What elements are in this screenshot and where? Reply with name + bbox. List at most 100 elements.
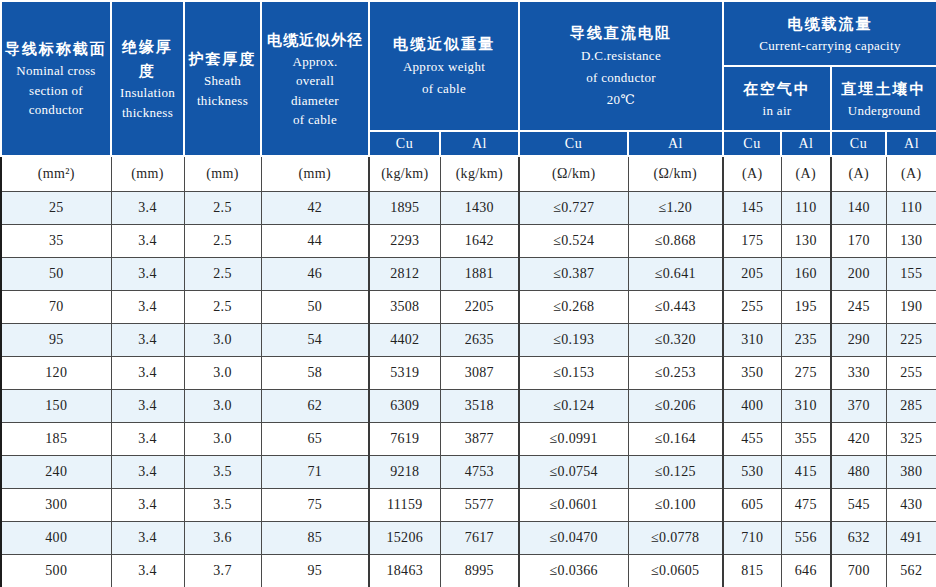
table-cell: 2293 (369, 225, 440, 258)
table-cell: ≤0.0778 (628, 522, 723, 555)
table-cell: 3.5 (184, 489, 261, 522)
table-cell: 3.6 (184, 522, 261, 555)
unit-cell: (kg/km) (369, 156, 440, 192)
table-header: 导线标称截面 Nominal cross section of conducto… (1, 1, 936, 156)
table-row: 253.42.54218951430≤0.727≤1.2014511014011… (1, 192, 936, 225)
unit-cell: (kg/km) (440, 156, 519, 192)
table-cell: 175 (723, 225, 781, 258)
table-cell: ≤0.100 (628, 489, 723, 522)
table-cell: 95 (1, 324, 111, 357)
unit-cell: (Ω/km) (628, 156, 723, 192)
unit-cell: (mm) (261, 156, 369, 192)
sheath-label-zh: 护套厚度 (187, 47, 258, 71)
table-cell: 480 (831, 456, 886, 489)
table-cell: 2812 (369, 258, 440, 291)
table-cell: 205 (723, 258, 781, 291)
table-cell: 3518 (440, 390, 519, 423)
table-cell: 50 (1, 258, 111, 291)
subgroup-header-underground: 直埋土壤中 Underground (831, 66, 936, 131)
table-cell: ≤0.206 (628, 390, 723, 423)
table-cell: ≤0.727 (519, 192, 628, 225)
table-cell: 605 (723, 489, 781, 522)
table-cell: 646 (781, 555, 831, 587)
table-row: 353.42.54422931642≤0.524≤0.8681751301701… (1, 225, 936, 258)
underground-label-en: Underground (834, 101, 934, 121)
table-cell: 420 (831, 423, 886, 456)
table-cell: 3087 (440, 357, 519, 390)
table-cell: 65 (261, 423, 369, 456)
table-body: (mm²)(mm)(mm)(mm)(kg/km)(kg/km)(Ω/km)(Ω/… (1, 156, 936, 587)
table-cell: 475 (781, 489, 831, 522)
table-cell: 18463 (369, 555, 440, 587)
table-cell: 1430 (440, 192, 519, 225)
dc-resistance-label-zh: 导线直流电阻 (522, 21, 720, 45)
table-row: 4003.43.685152067617≤0.0470≤0.0778710556… (1, 522, 936, 555)
table-cell: 3.4 (111, 357, 184, 390)
table-cell: 1642 (440, 225, 519, 258)
table-cell: 491 (886, 522, 936, 555)
table-cell: 300 (1, 489, 111, 522)
insulation-label-zh: 绝缘厚度 (114, 35, 181, 83)
table-cell: 95 (261, 555, 369, 587)
table-cell: 275 (781, 357, 831, 390)
table-row: 1503.43.06263093518≤0.124≤0.206400310370… (1, 390, 936, 423)
table-cell: 255 (886, 357, 936, 390)
table-cell: 190 (886, 291, 936, 324)
table-row: 2403.43.57192184753≤0.0754≤0.12553041548… (1, 456, 936, 489)
table-cell: 8995 (440, 555, 519, 587)
table-cell: 185 (1, 423, 111, 456)
table-cell: 4402 (369, 324, 440, 357)
table-cell: 700 (831, 555, 886, 587)
table-cell: 4753 (440, 456, 519, 489)
table-row: 1853.43.06576193877≤0.0991≤0.16445535542… (1, 423, 936, 456)
table-cell: 130 (886, 225, 936, 258)
table-cell: ≤0.253 (628, 357, 723, 390)
table-cell: 562 (886, 555, 936, 587)
subcol-dc-al: Al (628, 131, 723, 156)
table-cell: ≤0.0754 (519, 456, 628, 489)
table-row: 703.42.55035082205≤0.268≤0.4432551952451… (1, 291, 936, 324)
table-cell: 1895 (369, 192, 440, 225)
table-cell: 3.0 (184, 324, 261, 357)
table-cell: 150 (1, 390, 111, 423)
cable-specification-sheet: 导线标称截面 Nominal cross section of conducto… (0, 0, 936, 587)
table-cell: 7619 (369, 423, 440, 456)
table-cell: 632 (831, 522, 886, 555)
table-cell: 145 (723, 192, 781, 225)
table-cell: ≤0.443 (628, 291, 723, 324)
table-cell: ≤0.268 (519, 291, 628, 324)
table-cell: 2.5 (184, 192, 261, 225)
table-cell: 545 (831, 489, 886, 522)
group-header-current-capacity: 电缆载流量 Current-carrying capacity (723, 1, 936, 66)
table-cell: ≤1.20 (628, 192, 723, 225)
table-row: 1203.43.05853193087≤0.153≤0.253350275330… (1, 357, 936, 390)
table-cell: ≤0.641 (628, 258, 723, 291)
table-cell: 380 (886, 456, 936, 489)
table-cell: 7617 (440, 522, 519, 555)
table-cell: 110 (781, 192, 831, 225)
table-cell: 530 (723, 456, 781, 489)
table-cell: 195 (781, 291, 831, 324)
col-header-sheath-thickness: 护套厚度 Sheath thickness (184, 1, 261, 156)
table-cell: 3.5 (184, 456, 261, 489)
subcol-air-cu: Cu (723, 131, 781, 156)
table-cell: 1881 (440, 258, 519, 291)
table-cell: 3.4 (111, 225, 184, 258)
table-cell: 3.4 (111, 291, 184, 324)
underground-label-zh: 直埋土壤中 (834, 77, 934, 101)
table-cell: 3.0 (184, 357, 261, 390)
subcol-dc-cu: Cu (519, 131, 628, 156)
capacity-label-en: Current-carrying capacity (726, 36, 934, 56)
table-cell: 245 (831, 291, 886, 324)
nominal-section-label-en: Nominal cross section of conductor (4, 61, 108, 120)
table-cell: 400 (1, 522, 111, 555)
table-cell: ≤0.0601 (519, 489, 628, 522)
capacity-label-zh: 电缆载流量 (726, 12, 934, 36)
table-cell: 130 (781, 225, 831, 258)
table-cell: ≤0.320 (628, 324, 723, 357)
insulation-label-en: Insulation thickness (114, 83, 181, 122)
unit-cell: (A) (723, 156, 781, 192)
table-cell: 140 (831, 192, 886, 225)
col-header-insulation-thickness: 绝缘厚度 Insulation thickness (111, 1, 184, 156)
table-cell: ≤0.0605 (628, 555, 723, 587)
